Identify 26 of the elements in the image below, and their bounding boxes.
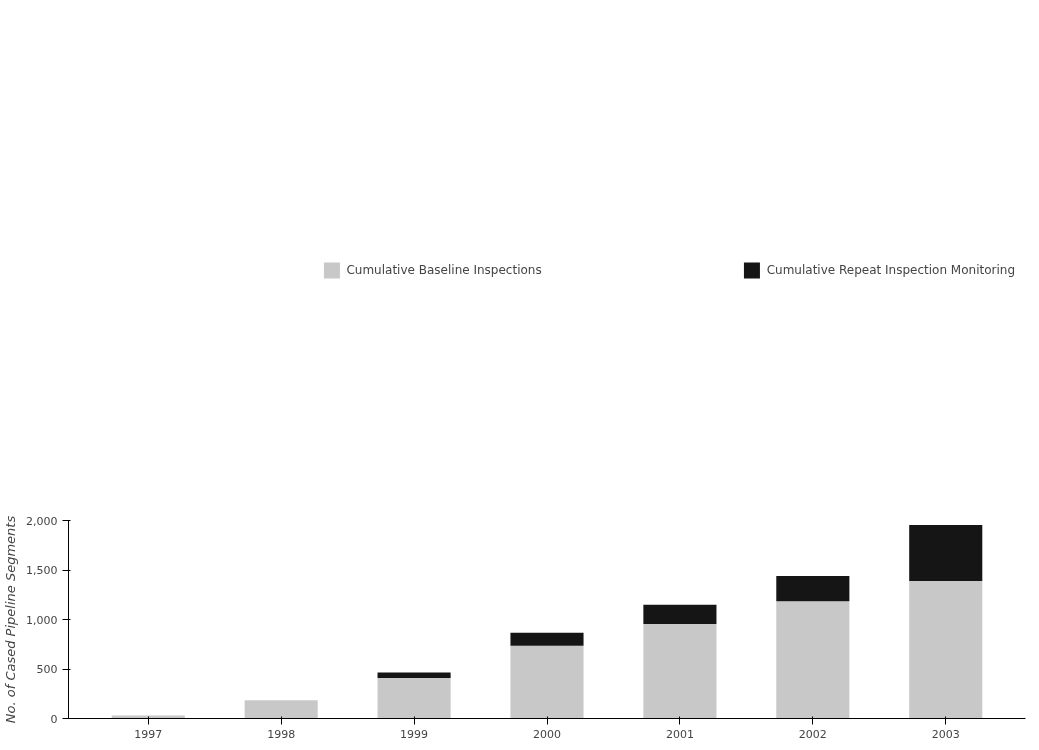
y-tick-label: 1,500 (26, 564, 58, 577)
x-tick-label: 2000 (533, 727, 561, 741)
y-axis-title: No. of Cased Pipeline Segments (3, 515, 19, 724)
bar (244, 700, 318, 719)
legend-label: Cumulative Repeat Inspection Monitoring (766, 263, 1015, 277)
bar (643, 604, 717, 624)
bar (377, 672, 451, 678)
y-tick-label: 2,000 (26, 514, 58, 528)
legend-label: Cumulative Baseline Inspections (346, 263, 542, 277)
bar (909, 524, 983, 581)
x-tick-label: 2002 (798, 727, 827, 741)
x-tick-label: 1998 (267, 727, 296, 741)
bar (776, 601, 850, 719)
bar (643, 623, 717, 719)
x-tick-label: 2003 (931, 727, 960, 741)
x-tick-label: 2001 (665, 727, 694, 741)
bar (909, 580, 983, 719)
y-tick-label: 1,000 (26, 613, 58, 627)
bar (377, 677, 451, 719)
y-tick-label: 500 (36, 663, 58, 676)
x-tick-label: 1999 (400, 727, 429, 741)
x-tick-label: 1997 (134, 727, 163, 741)
bar (510, 645, 584, 719)
bar (776, 575, 850, 602)
bar (510, 632, 584, 646)
y-tick-label: 0 (50, 712, 58, 726)
